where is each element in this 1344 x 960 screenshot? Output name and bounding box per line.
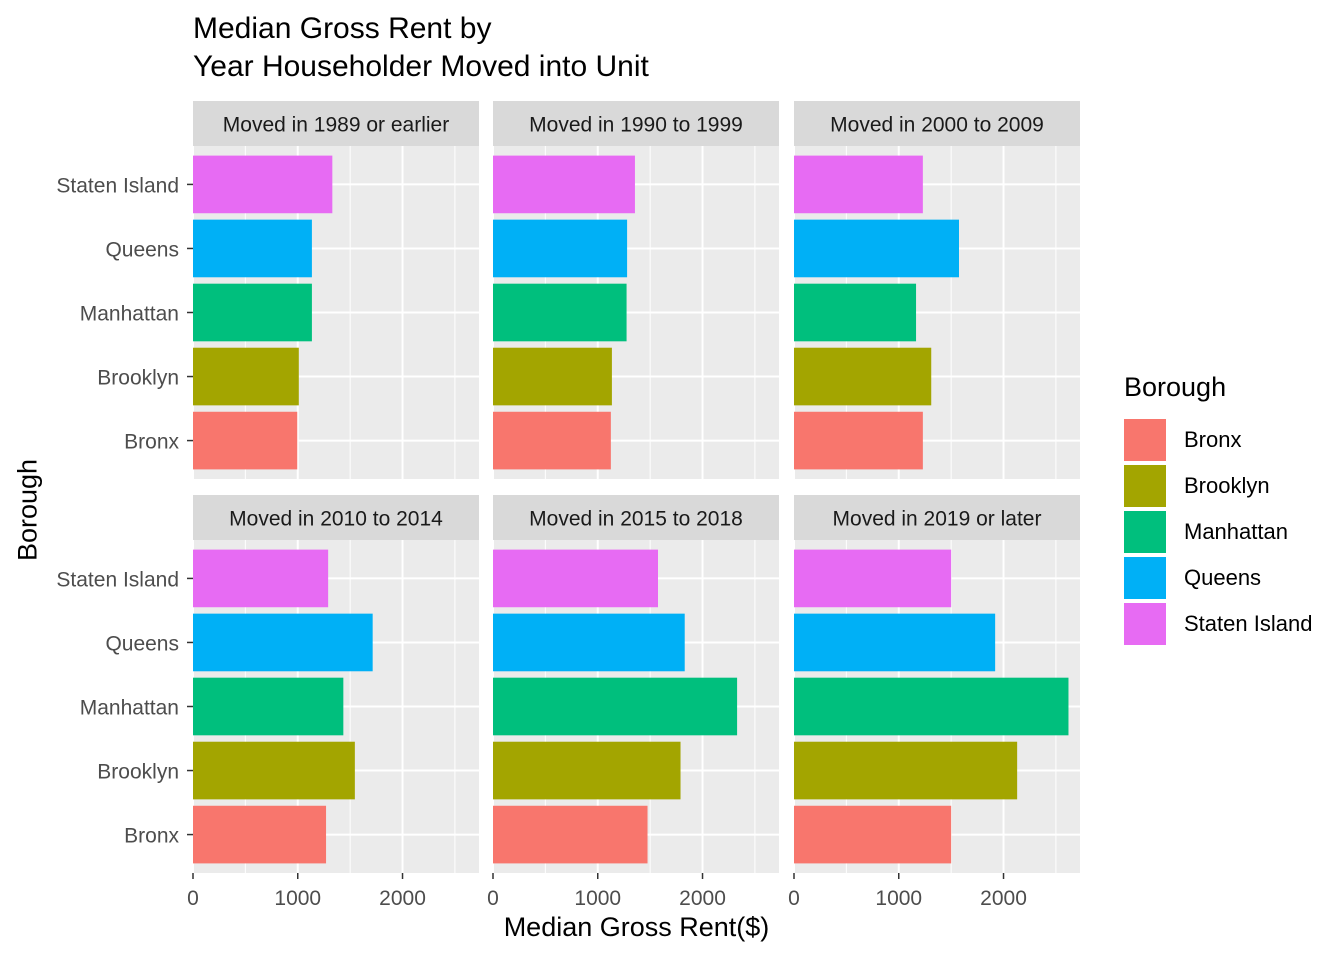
y-tick-label: Brooklyn	[97, 761, 179, 784]
legend-item-staten-island: Staten Island	[1124, 601, 1312, 647]
x-tick-label: 2000	[679, 887, 726, 910]
bar-manhattan	[794, 677, 1069, 736]
bar-brooklyn	[493, 741, 681, 800]
bar-staten-island	[794, 549, 952, 608]
bar-bronx	[493, 411, 611, 470]
y-tick-label: Queens	[105, 238, 179, 261]
bar-queens	[794, 219, 959, 278]
facet-strip	[193, 101, 479, 146]
facet-panel-moved-in-2019-or-later: Moved in 2019 or later 0 1000 2000	[788, 495, 1080, 910]
bar-queens	[193, 219, 312, 278]
facet-strip-label: Moved in 2019 or later	[833, 508, 1042, 531]
y-tick-label: Bronx	[124, 431, 179, 454]
x-axis-label: Median Gross Rent($)	[503, 912, 770, 942]
bar-staten-island	[193, 155, 333, 214]
legend-label: Bronx	[1184, 427, 1242, 452]
facet-strip-label: Moved in 1989 or earlier	[223, 114, 449, 137]
facet-panel-moved-in-2000-to-2009: Moved in 2000 to 2009	[793, 101, 1080, 479]
bar-staten-island	[794, 155, 923, 214]
facet-strip-label: Moved in 2000 to 2009	[830, 114, 1044, 137]
y-tick-label: Bronx	[124, 825, 179, 848]
y-tick-label: Staten Island	[56, 174, 179, 197]
bar-manhattan	[493, 677, 738, 736]
legend-label: Brooklyn	[1184, 473, 1270, 498]
legend: Borough Bronx Brooklyn Manhattan Queens Stat…	[1124, 372, 1312, 647]
x-tick-label: 1000	[574, 887, 621, 910]
facet-panel-moved-in-2010-to-2014: Moved in 2010 to 2014 Bronx Brooklyn Manhat…	[56, 495, 479, 910]
legend-label: Manhattan	[1184, 519, 1288, 544]
bar-queens	[493, 219, 628, 278]
legend-items: Bronx Brooklyn Manhattan Queens Staten Islan…	[1124, 417, 1312, 647]
legend-item-brooklyn: Brooklyn	[1124, 463, 1312, 509]
bar-bronx	[193, 411, 298, 470]
legend-label: Staten Island	[1184, 611, 1313, 636]
facet-strip	[794, 101, 1080, 146]
y-tick-label: Manhattan	[80, 303, 179, 326]
bar-staten-island	[493, 549, 658, 608]
legend-key	[1124, 603, 1166, 645]
bar-manhattan	[193, 283, 312, 342]
bar-staten-island	[193, 549, 329, 608]
facet-strip	[493, 101, 779, 146]
legend-key	[1124, 419, 1166, 461]
facet-strip-label: Moved in 2015 to 2018	[529, 508, 743, 531]
bar-bronx	[794, 805, 952, 864]
y-tick-label: Staten Island	[56, 568, 179, 591]
x-tick-label: 0	[788, 887, 800, 910]
x-tick-label: 2000	[980, 887, 1027, 910]
bar-bronx	[794, 411, 923, 470]
bar-bronx	[193, 805, 327, 864]
bar-queens	[794, 613, 996, 672]
x-tick-label: 0	[487, 887, 499, 910]
legend-item-queens: Queens	[1124, 555, 1312, 601]
bar-staten-island	[493, 155, 635, 214]
x-tick-label: 1000	[274, 887, 321, 910]
bar-queens	[493, 613, 685, 672]
facet-strip	[193, 495, 479, 540]
y-tick-label: Manhattan	[80, 697, 179, 720]
chart-title-line-1: Median Gross Rent by	[193, 12, 492, 45]
facet-strip-label: Moved in 2010 to 2014	[229, 508, 443, 531]
bar-bronx	[493, 805, 648, 864]
bar-queens	[193, 613, 373, 672]
legend-title: Borough	[1124, 372, 1227, 402]
facet-panel-moved-in-2015-to-2018: Moved in 2015 to 2018 0 1000 2000	[487, 495, 779, 910]
x-tick-label: 2000	[379, 887, 426, 910]
bar-brooklyn	[794, 741, 1018, 800]
facet-panel-moved-in-1989-or-earlier: Moved in 1989 or earlier Bronx Brooklyn Man…	[56, 101, 479, 479]
bar-brooklyn	[193, 741, 355, 800]
legend-item-manhattan: Manhattan	[1124, 509, 1312, 555]
legend-key	[1124, 511, 1166, 553]
bar-brooklyn	[493, 347, 612, 406]
x-tick-label: 0	[187, 887, 199, 910]
facet-strip-label: Moved in 1990 to 1999	[529, 114, 743, 137]
bar-brooklyn	[794, 347, 932, 406]
y-axis-label: Borough	[12, 458, 43, 562]
legend-key	[1124, 557, 1166, 599]
bar-manhattan	[493, 283, 627, 342]
bar-manhattan	[794, 283, 917, 342]
bar-manhattan	[193, 677, 344, 736]
facet-strip	[794, 495, 1080, 540]
legend-key	[1124, 465, 1166, 507]
facet-strip	[493, 495, 779, 540]
chart-title-line-2: Year Householder Moved into Unit	[193, 50, 649, 83]
x-tick-label: 1000	[875, 887, 922, 910]
legend-label: Queens	[1184, 565, 1262, 590]
y-tick-label: Queens	[105, 632, 179, 655]
facet-panel-moved-in-1990-to-1999: Moved in 1990 to 1999	[492, 101, 779, 479]
bar-brooklyn	[193, 347, 299, 406]
y-tick-label: Brooklyn	[97, 367, 179, 390]
legend-item-bronx: Bronx	[1124, 417, 1312, 463]
